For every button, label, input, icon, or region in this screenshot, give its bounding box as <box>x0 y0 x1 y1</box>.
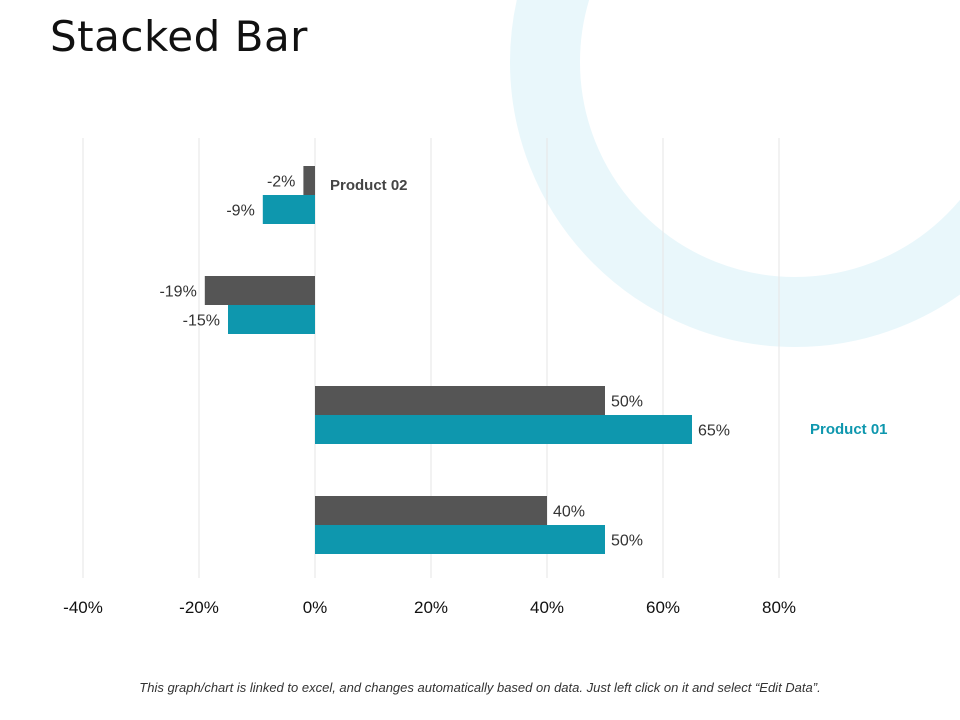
bar <box>204 276 315 305</box>
bar <box>303 166 315 195</box>
x-tick-label: 40% <box>530 598 564 617</box>
bar <box>315 525 605 554</box>
product-02-label: Product 02 <box>330 177 408 194</box>
x-tick-label: -20% <box>179 598 219 617</box>
product-01-label: Product 01 <box>810 421 888 438</box>
data-label: -2% <box>267 174 295 191</box>
data-label: 40% <box>553 504 585 521</box>
bar <box>228 305 315 334</box>
data-label: -9% <box>226 203 254 220</box>
footer-note: This graph/chart is linked to excel, and… <box>139 680 821 695</box>
bar <box>262 195 315 224</box>
data-label: 50% <box>611 533 643 550</box>
data-label: 65% <box>698 423 730 440</box>
x-tick-label: -40% <box>63 598 103 617</box>
data-label: -19% <box>159 284 196 301</box>
data-label: -15% <box>183 313 220 330</box>
bar <box>315 415 692 444</box>
bar <box>315 386 605 415</box>
page-title: Stacked Bar <box>50 12 308 61</box>
x-tick-label: 20% <box>414 598 448 617</box>
x-tick-label: 80% <box>762 598 796 617</box>
bar <box>315 496 547 525</box>
x-tick-label: 0% <box>303 598 328 617</box>
data-label: 50% <box>611 394 643 411</box>
x-tick-label: 60% <box>646 598 680 617</box>
